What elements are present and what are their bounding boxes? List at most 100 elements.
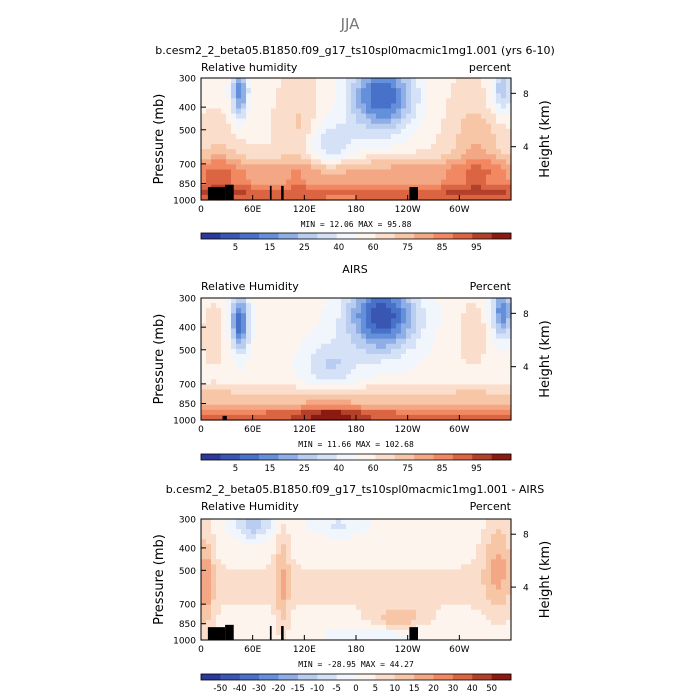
heatmap-cell: [266, 353, 272, 360]
heatmap-cell: [231, 364, 237, 370]
heatmap-cell: [286, 174, 292, 181]
pressure-tick-label: 700: [179, 160, 196, 170]
heatmap-cell: [246, 539, 252, 545]
heatmap-cell: [291, 343, 297, 350]
heatmap-cell: [236, 333, 242, 340]
heatmap-cell: [306, 589, 312, 596]
heatmap-cell: [246, 333, 252, 340]
heatmap-cell: [326, 379, 332, 386]
heatmap-cell: [331, 144, 337, 150]
heatmap-cell: [356, 604, 362, 611]
heatmap-cell: [216, 614, 222, 621]
heatmap-cell: [441, 323, 447, 330]
heatmap-cell: [441, 394, 447, 401]
heatmap-cell: [271, 629, 277, 636]
heatmap-cell: [301, 144, 307, 150]
heatmap-cell: [261, 164, 267, 171]
heatmap-cell: [276, 594, 282, 601]
heatmap-cell: [311, 579, 317, 586]
heatmap-cell: [441, 629, 447, 636]
heatmap-cell: [356, 634, 362, 641]
heatmap-cell: [221, 569, 227, 576]
heatmap-cell: [406, 353, 412, 360]
heatmap-cell: [231, 389, 237, 396]
heatmap-cell: [426, 539, 432, 545]
heatmap-cell: [441, 524, 447, 530]
heatmap-cell: [291, 159, 297, 166]
heatmap-cell: [301, 194, 307, 201]
heatmap-cell: [506, 194, 512, 201]
heatmap-cell: [481, 318, 487, 325]
heatmap-cell: [431, 534, 437, 540]
heatmap-cell: [341, 589, 347, 596]
heatmap-cell: [416, 154, 422, 160]
heatmap-cell: [336, 634, 342, 641]
heatmap-cell: [236, 569, 242, 576]
heatmap-cell: [496, 184, 502, 191]
heatmap-cell: [266, 123, 272, 130]
heatmap-cell: [366, 108, 372, 115]
heatmap-cell: [246, 369, 252, 375]
heatmap-cell: [466, 544, 472, 550]
heatmap-cell: [356, 313, 362, 319]
heatmap-cell: [351, 559, 357, 565]
heatmap-cell: [291, 404, 297, 411]
heatmap-cell: [286, 78, 292, 84]
heatmap-cell: [241, 389, 247, 396]
heatmap-cell: [506, 179, 512, 186]
heatmap-cell: [251, 599, 257, 606]
heatmap-cell: [291, 414, 297, 421]
heatmap-cell: [456, 614, 462, 621]
heatmap-cell: [451, 579, 457, 586]
heatmap-cell: [261, 128, 267, 135]
heatmap-cell: [446, 78, 452, 84]
heatmap-cell: [256, 133, 262, 140]
heatmap-cell: [221, 399, 227, 406]
heatmap-cell: [506, 369, 512, 375]
heatmap-cell: [251, 113, 257, 120]
heatmap-cell: [201, 128, 207, 135]
colorbar-swatch: [472, 454, 492, 460]
heatmap-cell: [326, 103, 332, 110]
heatmap-cell: [241, 564, 247, 571]
heatmap-cell: [476, 369, 482, 375]
heatmap-cell: [346, 394, 352, 401]
heatmap-cell: [486, 149, 492, 155]
heatmap-cell: [346, 83, 352, 89]
heatmap-cell: [486, 98, 492, 105]
heatmap-cell: [331, 189, 337, 196]
heatmap-cell: [446, 544, 452, 550]
heatmap-cell: [351, 539, 357, 545]
heatmap-cell: [256, 113, 262, 120]
heatmap-cell: [506, 399, 512, 406]
heatmap-cell: [296, 404, 302, 411]
heatmap-cell: [226, 574, 232, 581]
heatmap-cell: [306, 348, 312, 355]
heatmap-cell: [276, 599, 282, 606]
heatmap-cell: [261, 559, 267, 565]
heatmap-cell: [466, 139, 472, 145]
heatmap-cell: [416, 149, 422, 155]
heatmap-cell: [256, 318, 262, 325]
heatmap-cell: [416, 113, 422, 120]
heatmap-cell: [301, 389, 307, 396]
heatmap-cell: [491, 108, 497, 115]
heatmap-cell: [491, 189, 497, 196]
heatmap-cell: [226, 139, 232, 145]
heatmap-cell: [401, 323, 407, 330]
heatmap-cell: [421, 409, 427, 416]
heatmap-cell: [356, 539, 362, 545]
heatmap-cell: [356, 559, 362, 565]
heatmap-cell: [296, 169, 302, 176]
heatmap-cell: [211, 149, 217, 155]
heatmap-cell: [391, 534, 397, 540]
heatmap-cell: [491, 93, 497, 99]
heatmap-cell: [221, 159, 227, 166]
heatmap-cell: [331, 369, 337, 375]
heatmap-cell: [331, 93, 337, 99]
heatmap-cell: [371, 379, 377, 386]
heatmap-cell: [251, 88, 257, 94]
heatmap-cell: [441, 369, 447, 375]
heatmap-cell: [286, 549, 292, 555]
heatmap-cell: [271, 529, 277, 535]
